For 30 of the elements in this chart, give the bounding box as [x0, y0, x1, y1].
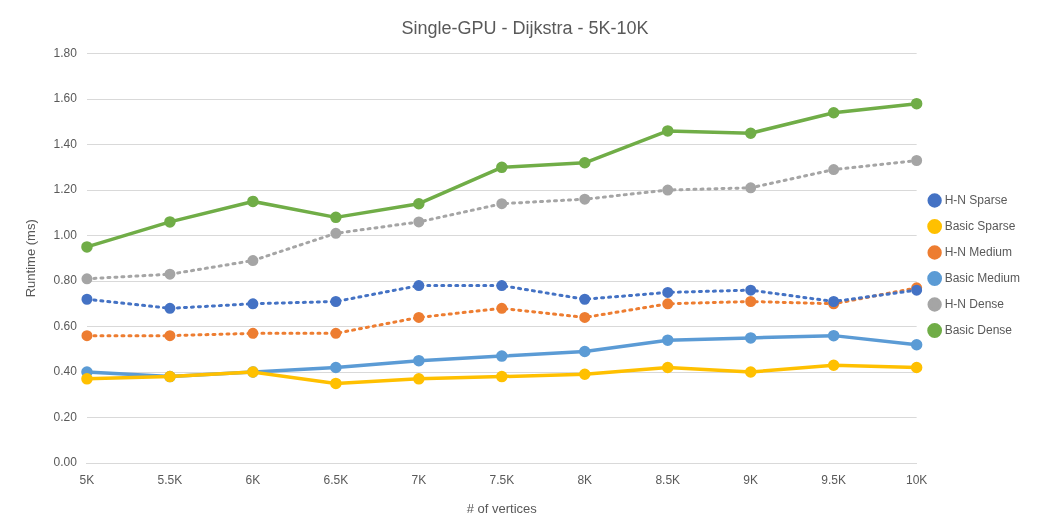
x-tick-label: 8K: [577, 472, 593, 487]
x-tick-label: 5K: [79, 472, 95, 487]
y-tick-label: 0.40: [53, 364, 78, 379]
y-tick-label: 1.40: [53, 136, 78, 151]
y-tick-label: 0.80: [53, 273, 78, 288]
legend-label: Basic Medium: [944, 270, 1020, 285]
y-tick-label: 1.60: [53, 91, 78, 106]
legend-label: Basic Dense: [944, 322, 1013, 337]
x-tick-label: 5.5K: [157, 472, 183, 487]
y-tick-label: 0.00: [53, 455, 78, 470]
x-tick-label: 9.5K: [821, 472, 847, 487]
y-tick-label: 1.00: [53, 227, 78, 242]
legend-label: H-N Dense: [944, 296, 1005, 311]
legend-label: H-N Medium: [944, 244, 1012, 259]
x-tick-label: 10K: [905, 472, 928, 487]
x-tick-label: 6.5K: [323, 472, 349, 487]
legend-label: Basic Sparse: [944, 218, 1016, 233]
y-tick-label: 1.20: [53, 182, 78, 197]
y-tick-label: 0.20: [53, 409, 78, 424]
y-tick-label: 1.80: [53, 45, 78, 60]
x-axis-title: # of vertices: [466, 500, 538, 516]
y-axis-title: Runtime (ms): [23, 219, 39, 298]
x-tick-label: 8.5K: [655, 472, 681, 487]
x-tick-label: 7.5K: [489, 472, 515, 487]
chart-title: Single-GPU - Dijkstra - 5K-10K: [401, 17, 649, 38]
x-tick-label: 6K: [245, 472, 261, 487]
y-tick-label: 0.60: [53, 318, 78, 333]
x-tick-label: 9K: [743, 472, 759, 487]
legend-label: H-N Sparse: [944, 192, 1008, 207]
x-tick-label: 7K: [411, 472, 427, 487]
